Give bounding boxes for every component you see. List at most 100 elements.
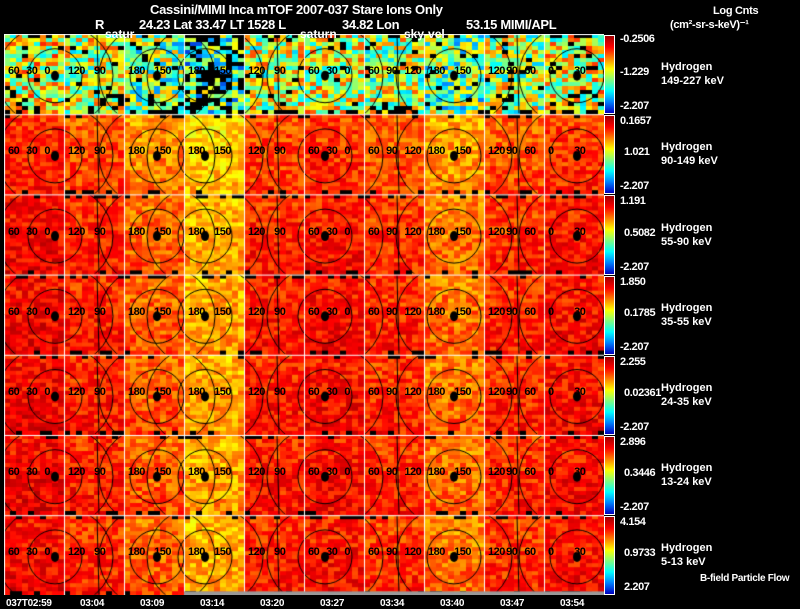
contour-label: 120 bbox=[68, 546, 85, 559]
contour-label: 60 bbox=[8, 225, 20, 238]
colorbar-mid-label: 0.1785 bbox=[624, 306, 656, 319]
sky-map-panel-grid bbox=[4, 34, 604, 595]
colorbar-mid-label: 0.5082 bbox=[624, 226, 656, 239]
contour-label: 30 bbox=[26, 385, 38, 398]
row-energy-label: 13-24 keV bbox=[661, 476, 712, 489]
contour-label: 120 bbox=[404, 466, 422, 479]
contour-label: 60 bbox=[8, 145, 20, 158]
contour-label: 150 bbox=[214, 145, 231, 158]
contour-label: 60 bbox=[524, 546, 536, 559]
contour-label: 30 bbox=[574, 546, 586, 559]
contour-label: 60 bbox=[368, 385, 380, 398]
colorbar-max-label: 0.1657 bbox=[620, 115, 652, 128]
contour-label: 90 bbox=[274, 305, 286, 318]
contour-label: 180 bbox=[128, 305, 145, 318]
colorbar bbox=[604, 115, 615, 195]
contour-label: 90 bbox=[386, 65, 398, 78]
contour-label: 180 bbox=[128, 225, 145, 238]
contour-label: 30 bbox=[26, 225, 38, 238]
contour-label: 120 bbox=[68, 385, 85, 398]
contour-label: 150 bbox=[454, 225, 471, 238]
contour-label: 0 bbox=[44, 546, 50, 559]
contour-label: 180 bbox=[128, 466, 145, 479]
colorbar-max-label: 4.154 bbox=[620, 516, 646, 529]
contour-label: 60 bbox=[308, 546, 320, 559]
contour-label: 90 bbox=[506, 145, 518, 158]
contour-label: 30 bbox=[574, 305, 586, 318]
contour-label: 90 bbox=[274, 145, 286, 158]
contour-label: 120 bbox=[68, 466, 85, 479]
colorbar-max-label: 2.896 bbox=[620, 436, 646, 448]
contour-label: 60 bbox=[8, 546, 20, 559]
contour-label: 120 bbox=[68, 225, 85, 238]
contour-label: 180 bbox=[128, 546, 145, 559]
contour-label: 90 bbox=[94, 305, 106, 318]
contour-label: 120 bbox=[248, 466, 265, 479]
row-energy-label: 5-13 keV bbox=[661, 556, 706, 569]
contour-label: 30 bbox=[574, 385, 586, 398]
contour-label: 90 bbox=[506, 225, 518, 238]
contour-label: 180 bbox=[188, 305, 205, 318]
contour-label: 120 bbox=[404, 225, 422, 238]
contour-label: 150 bbox=[154, 65, 171, 78]
contour-label: 90 bbox=[386, 145, 398, 158]
contour-label: 150 bbox=[454, 466, 471, 479]
contour-label: 120 bbox=[488, 225, 505, 238]
contour-label: 30 bbox=[326, 65, 338, 78]
contour-label: 60 bbox=[524, 385, 536, 398]
time-tick-label: 03:54 bbox=[560, 598, 585, 609]
colorbar-min-label: -2.207 bbox=[620, 501, 649, 514]
contour-label: 30 bbox=[26, 305, 38, 318]
contour-label: 0 bbox=[44, 225, 50, 238]
contour-label: 0 bbox=[344, 65, 350, 78]
contour-label: 180 bbox=[428, 466, 445, 479]
contour-label: 90 bbox=[94, 466, 106, 479]
contour-label: 150 bbox=[154, 305, 171, 318]
contour-label: 90 bbox=[94, 225, 106, 238]
time-tick-label: 037T02:59 bbox=[6, 598, 52, 609]
contour-label: 30 bbox=[26, 145, 38, 158]
contour-label: 120 bbox=[248, 65, 265, 78]
colorbar-min-label: -2.207 bbox=[620, 180, 649, 193]
contour-label: 60 bbox=[368, 65, 380, 78]
colorbar bbox=[604, 195, 615, 275]
contour-label: 120 bbox=[404, 385, 422, 398]
contour-label: 90 bbox=[506, 385, 518, 398]
contour-label: 150 bbox=[214, 225, 231, 238]
contour-label: 90 bbox=[94, 385, 106, 398]
contour-label: 150 bbox=[454, 305, 471, 318]
contour-label: 60 bbox=[524, 65, 536, 78]
contour-label: 60 bbox=[8, 466, 20, 479]
contour-label: 0 bbox=[44, 65, 50, 78]
contour-label: 60 bbox=[368, 225, 380, 238]
r-label: R bbox=[95, 17, 105, 32]
row-species-label: Hydrogen bbox=[661, 381, 713, 394]
b-field-particle-flow-label: B-field Particle Flow bbox=[700, 573, 790, 584]
colorbar-mid-label: 1.021 bbox=[624, 146, 650, 159]
contour-label: 60 bbox=[308, 225, 320, 238]
contour-label: 30 bbox=[26, 466, 38, 479]
contour-label: 150 bbox=[154, 225, 171, 238]
contour-label: 30 bbox=[326, 145, 338, 158]
contour-label: 60 bbox=[308, 305, 320, 318]
contour-label: 60 bbox=[308, 385, 320, 398]
contour-label: 0 bbox=[548, 466, 554, 479]
colorbar-mid-label: 0.02361 bbox=[624, 386, 661, 399]
contour-label: 150 bbox=[454, 546, 471, 559]
row-energy-label: 149-227 keV bbox=[661, 75, 724, 88]
colorbar-mid-label: -1.229 bbox=[620, 66, 649, 79]
colorbar-min-label: -2.207 bbox=[620, 421, 649, 433]
row-species-label: Hydrogen bbox=[661, 141, 713, 154]
row-energy-label: 24-35 keV bbox=[661, 395, 712, 408]
contour-label: 60 bbox=[524, 305, 536, 318]
contour-label: 90 bbox=[506, 65, 518, 78]
contour-label: 0 bbox=[344, 546, 350, 559]
contour-label: 0 bbox=[548, 225, 554, 238]
contour-label: 0 bbox=[344, 145, 350, 158]
colorbar bbox=[604, 35, 615, 115]
contour-label: 180 bbox=[128, 145, 145, 158]
contour-label: 120 bbox=[488, 385, 505, 398]
contour-label: 0 bbox=[44, 466, 50, 479]
row-species-label: Hydrogen bbox=[661, 301, 713, 314]
overlay-label-sky-vel: sky-vel bbox=[404, 27, 445, 41]
